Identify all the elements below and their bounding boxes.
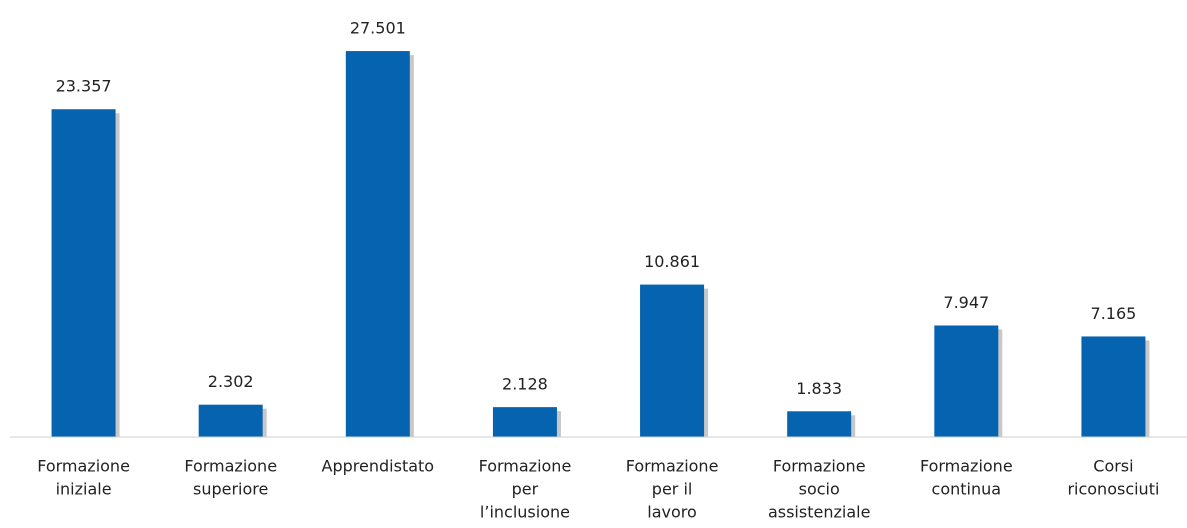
x-tick-label: Corsi: [1093, 457, 1133, 476]
x-tick-label: Apprendistato: [322, 457, 435, 476]
bar: [51, 109, 116, 437]
x-tick-label: per: [512, 480, 539, 499]
value-label: 10.861: [644, 252, 700, 271]
value-label: 27.501: [350, 19, 406, 38]
x-tick-label: l’inclusione: [480, 503, 570, 522]
bar: [492, 407, 557, 437]
x-tick-label: assistenziale: [768, 503, 870, 522]
x-tick-label: Formazione: [626, 457, 719, 476]
x-tick-label: riconosciuti: [1067, 480, 1159, 499]
bar: [1081, 336, 1146, 437]
value-label: 7.947: [943, 293, 989, 312]
bar: [198, 404, 263, 437]
bar: [934, 325, 999, 437]
x-tick-label: Formazione: [184, 457, 277, 476]
x-tick-label: Formazione: [37, 457, 130, 476]
value-label: 7.165: [1091, 304, 1137, 323]
x-tick-label: Formazione: [773, 457, 866, 476]
bar: [787, 411, 852, 437]
x-tick-label: continua: [932, 480, 1002, 499]
x-tick-label: Formazione: [920, 457, 1013, 476]
value-label: 1.833: [796, 379, 842, 398]
x-tick-label: lavoro: [647, 503, 697, 522]
bar: [345, 51, 410, 437]
value-label: 23.357: [56, 77, 112, 96]
x-tick-label: Formazione: [479, 457, 572, 476]
x-tick-label: iniziale: [56, 480, 112, 499]
x-tick-label: superiore: [193, 480, 268, 499]
x-tick-label: per il: [652, 480, 693, 499]
bar: [640, 284, 705, 437]
x-tick-label: socio: [799, 480, 840, 499]
value-label: 2.128: [502, 375, 548, 394]
value-label: 2.302: [208, 372, 254, 391]
